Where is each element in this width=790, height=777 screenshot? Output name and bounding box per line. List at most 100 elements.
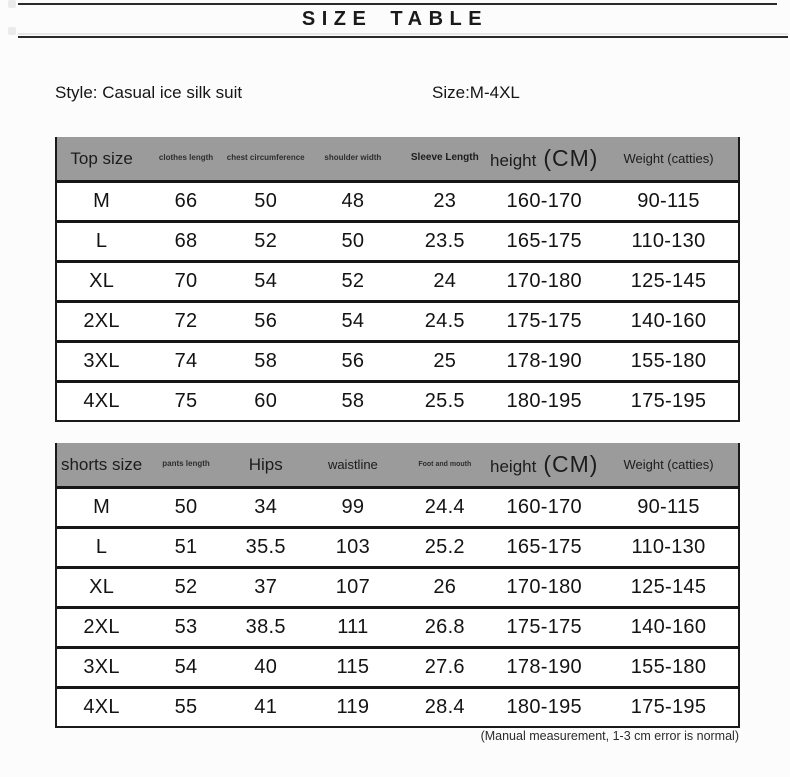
size-cell: 2XL <box>83 616 120 638</box>
table-row: 3XL 74 58 56 25 178-190 155-180 <box>57 340 738 380</box>
table-row: 2XL 53 38.5 111 26.8 175-175 140-160 <box>57 606 738 646</box>
table-row: 2XL 72 56 54 24.5 175-175 140-160 <box>57 300 738 340</box>
value-cell: 170-180 <box>506 576 582 598</box>
value-cell: 50 <box>254 190 278 212</box>
value-cell: 165-175 <box>506 230 582 252</box>
value-cell: 53 <box>174 616 198 638</box>
scan-speck <box>8 27 16 35</box>
value-cell: 58 <box>254 350 278 372</box>
size-cell: 3XL <box>83 350 120 372</box>
header-pants-length: pants length <box>162 459 210 469</box>
value-cell: 175-195 <box>630 390 707 412</box>
value-cell: 140-160 <box>630 310 707 332</box>
value-cell: 175-195 <box>630 696 707 718</box>
value-cell: 51 <box>174 536 198 558</box>
value-cell: 25.2 <box>424 536 465 558</box>
size-range-label: Size:M-4XL <box>432 83 520 102</box>
value-cell: 24.4 <box>424 496 465 518</box>
size-cell: M <box>93 190 111 212</box>
value-cell: 37 <box>254 576 278 598</box>
table-row: L 68 52 50 23.5 165-175 110-130 <box>57 220 738 260</box>
value-cell: 178-190 <box>506 656 582 678</box>
value-cell: 52 <box>341 270 365 292</box>
header-height-cm: height (CM) <box>489 137 599 180</box>
value-cell: 175-175 <box>506 616 582 638</box>
value-cell: 41 <box>254 696 278 718</box>
size-cell: 4XL <box>83 696 120 718</box>
shorts-size-table-body: M 50 34 99 24.4 160-170 90-115 L 51 35.5 103 25.2 16… <box>57 486 738 726</box>
value-cell: 175-175 <box>506 310 582 332</box>
page-title: SIZE TABLE <box>301 8 489 30</box>
value-cell: 66 <box>174 190 198 212</box>
title-underline <box>18 36 788 38</box>
table-row: M 66 50 48 23 160-170 90-115 <box>57 180 738 220</box>
table-row: 3XL 54 40 115 27.6 178-190 155-180 <box>57 646 738 686</box>
table-row: L 51 35.5 103 25.2 165-175 110-130 <box>57 526 738 566</box>
value-cell: 48 <box>341 190 365 212</box>
value-cell: 24.5 <box>424 310 465 332</box>
value-cell: 180-195 <box>506 390 582 412</box>
value-cell: 54 <box>341 310 365 332</box>
value-cell: 27.6 <box>424 656 465 678</box>
table-row: 4XL 75 60 58 25.5 180-195 175-195 <box>57 380 738 420</box>
header-weight-catties: Weight (catties) <box>623 456 714 472</box>
value-cell: 119 <box>336 696 370 718</box>
value-cell: 110-130 <box>631 230 706 252</box>
header-cm-unit: (CM) <box>543 451 599 477</box>
value-cell: 56 <box>341 350 365 372</box>
value-cell: 103 <box>335 536 371 558</box>
header-height-cm: height (CM) <box>489 443 599 486</box>
header-sleeve-length: Sleeve Length <box>410 152 479 164</box>
value-cell: 111 <box>337 616 369 638</box>
measurement-disclaimer: (Manual measurement, 1-3 cm error is nor… <box>480 729 739 743</box>
size-cell: 4XL <box>83 390 120 412</box>
header-chest-circumference: chest circumference <box>226 153 305 163</box>
value-cell: 26.8 <box>424 616 465 638</box>
value-cell: 72 <box>174 310 198 332</box>
value-cell: 115 <box>336 656 370 678</box>
value-cell: 160-170 <box>506 496 582 518</box>
value-cell: 75 <box>174 390 198 412</box>
style-label: Style: Casual ice silk suit <box>55 83 243 102</box>
value-cell: 74 <box>174 350 198 372</box>
size-cell: XL <box>89 576 115 598</box>
value-cell: 180-195 <box>506 696 582 718</box>
header-foot-and-mouth: Foot and mouth <box>418 460 472 468</box>
size-cell: XL <box>89 270 115 292</box>
top-size-table-body: M 66 50 48 23 160-170 90-115 L 68 52 50 23.5 165-175… <box>57 180 738 420</box>
value-cell: 68 <box>174 230 198 252</box>
value-cell: 140-160 <box>630 616 707 638</box>
header-height-text: height <box>490 457 537 476</box>
header-height-text: height <box>490 151 537 170</box>
table-row: XL 52 37 107 26 170-180 125-145 <box>57 566 738 606</box>
value-cell: 54 <box>174 656 198 678</box>
value-cell: 70 <box>174 270 198 292</box>
header-weight-catties: Weight (catties) <box>623 150 714 166</box>
value-cell: 52 <box>254 230 278 252</box>
value-cell: 52 <box>174 576 198 598</box>
value-cell: 58 <box>341 390 365 412</box>
value-cell: 28.4 <box>424 696 465 718</box>
value-cell: 54 <box>254 270 278 292</box>
value-cell: 25 <box>433 350 457 372</box>
value-cell: 170-180 <box>506 270 582 292</box>
header-clothes-length: clothes length <box>158 153 214 163</box>
shorts-size-table: shorts size pants length Hips waistline … <box>55 443 740 728</box>
top-size-table: Top size clothes length chest circumfere… <box>55 137 740 422</box>
value-cell: 35.5 <box>245 536 286 558</box>
value-cell: 165-175 <box>506 536 582 558</box>
value-cell: 160-170 <box>506 190 582 212</box>
value-cell: 60 <box>254 390 278 412</box>
table-row: 4XL 55 41 119 28.4 180-195 175-195 <box>57 686 738 726</box>
value-cell: 178-190 <box>506 350 582 372</box>
header-shoulder-width: shoulder width <box>324 153 382 163</box>
top-size-header-row: Top size clothes length chest circumfere… <box>57 137 738 180</box>
size-cell: L <box>95 230 108 252</box>
value-cell: 125-145 <box>630 576 707 598</box>
header-cm-unit: (CM) <box>543 145 599 171</box>
header-hips: Hips <box>248 454 283 474</box>
value-cell: 23 <box>433 190 457 212</box>
value-cell: 26 <box>433 576 457 598</box>
value-cell: 34 <box>254 496 278 518</box>
value-cell: 125-145 <box>630 270 707 292</box>
